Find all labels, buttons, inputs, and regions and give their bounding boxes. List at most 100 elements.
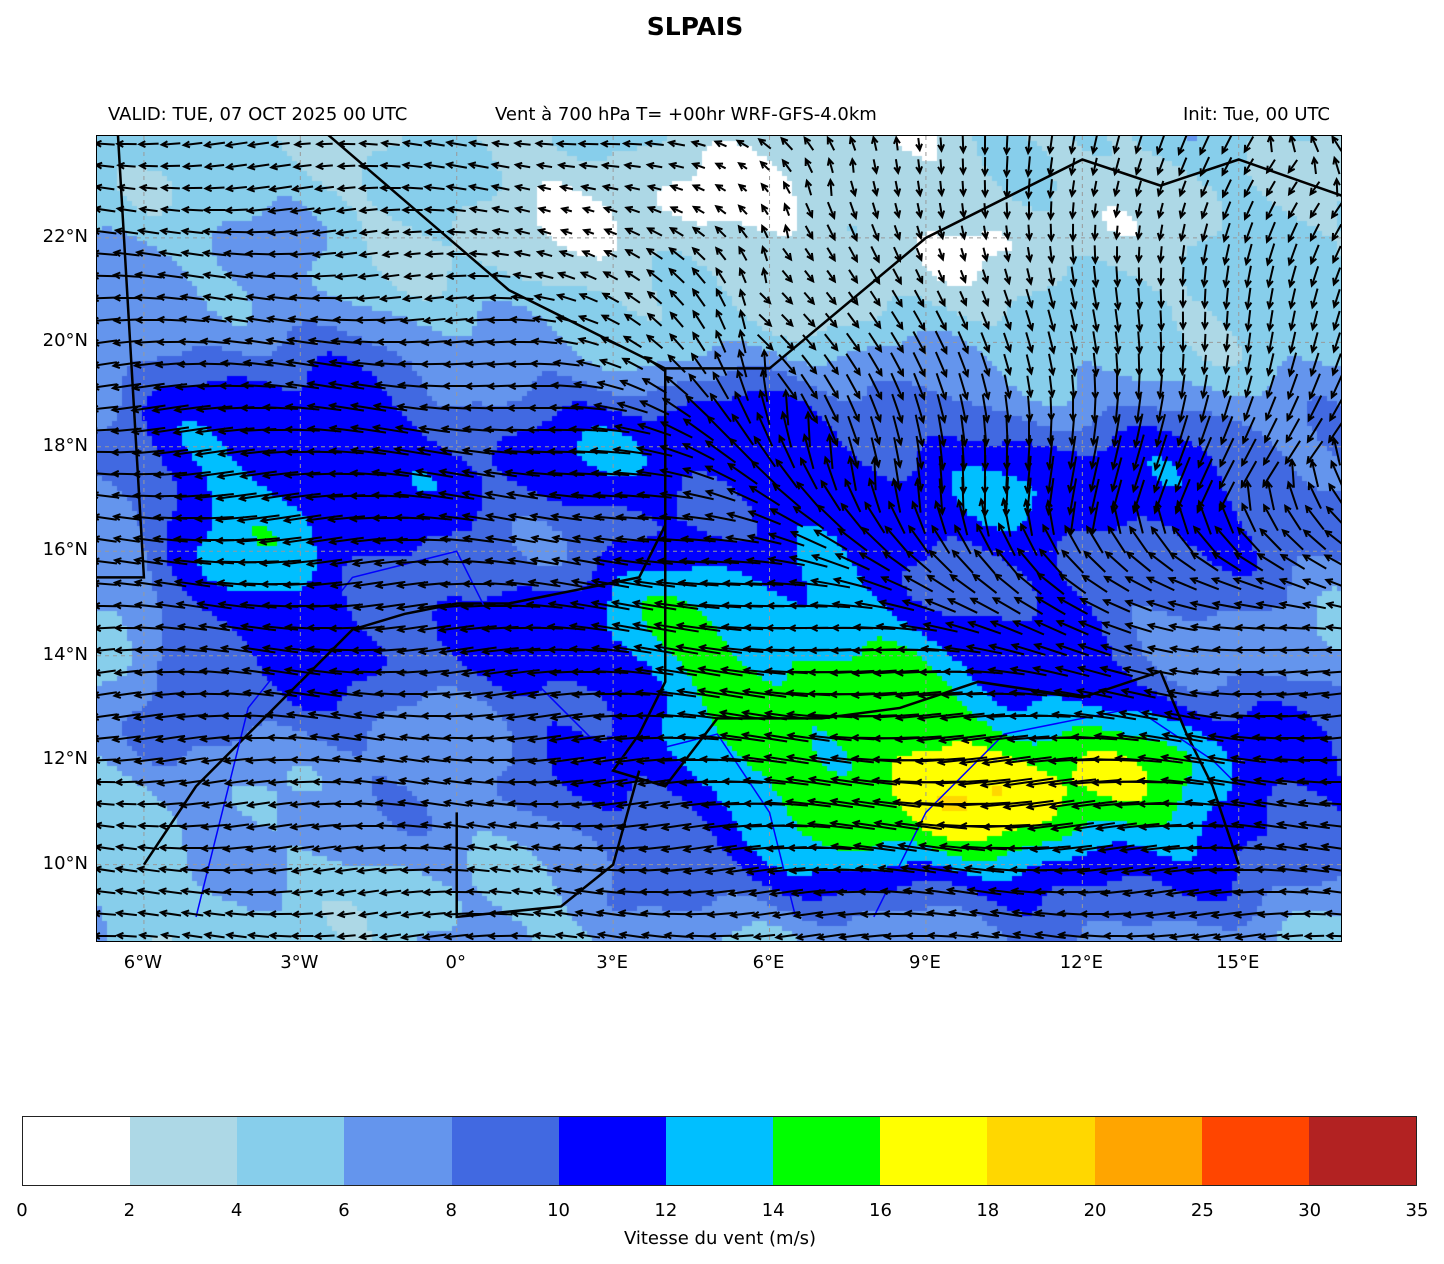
wind-arrow: [421, 865, 447, 874]
wind-arrow: [1256, 623, 1284, 632]
wind-arrow: [763, 709, 809, 720]
wind-arrow: [579, 271, 597, 281]
wind-arrow: [1284, 440, 1301, 466]
wind-arrow: [578, 292, 598, 303]
wind-arrow: [893, 159, 902, 176]
wind-arrow: [1046, 157, 1055, 177]
wind-arrow: [804, 225, 814, 241]
wind-arrow: [507, 338, 536, 346]
wind-arrow: [1154, 500, 1167, 534]
wind-arrow: [766, 579, 806, 587]
wind-arrow: [1331, 136, 1341, 152]
wind-arrow: [775, 458, 799, 489]
wind-arrow: [261, 403, 299, 412]
wind-arrow: [467, 161, 489, 170]
wind-arrow: [678, 557, 718, 566]
wind-arrow: [659, 490, 693, 500]
wind-arrow: [138, 183, 158, 192]
wind-arrow: [201, 249, 227, 258]
wind-arrow: [1241, 502, 1257, 533]
wind-arrow: [826, 136, 836, 151]
wind-arrow: [1073, 710, 1115, 720]
wind-arrow: [1284, 504, 1302, 531]
wind-arrow: [634, 556, 673, 565]
wind-arrow: [870, 455, 879, 491]
wind-arrow: [422, 910, 446, 919]
wind-arrow: [1097, 687, 1135, 699]
wind-arrow: [358, 139, 378, 148]
wind-arrow: [568, 469, 607, 478]
wind-arrow: [353, 711, 383, 719]
wind-arrow: [646, 205, 662, 214]
wind-arrow: [959, 203, 968, 220]
wind-arrow: [1243, 396, 1255, 422]
wind-arrow: [97, 799, 115, 808]
wind-arrow: [335, 228, 357, 237]
wind-arrow: [245, 293, 271, 302]
wind-arrow: [1179, 333, 1187, 354]
wind-arrow: [1161, 845, 1202, 853]
wind-arrow: [1025, 375, 1034, 399]
wind-arrow: [423, 183, 445, 192]
wind-arrow: [111, 513, 141, 521]
wind-arrow: [613, 735, 650, 743]
wind-arrow: [419, 799, 448, 807]
wind-arrow: [441, 690, 471, 699]
wind-arrow: [826, 201, 836, 220]
wind-arrow: [746, 533, 782, 545]
wind-arrow: [112, 249, 140, 258]
wind-arrow: [867, 352, 883, 377]
wind-arrow: [575, 358, 601, 368]
wind-arrow: [114, 887, 138, 896]
wind-arrow: [698, 601, 742, 609]
wind-arrow: [902, 887, 934, 895]
wind-arrow: [445, 272, 467, 281]
wind-arrow: [116, 161, 136, 170]
wind-arrow: [698, 622, 742, 632]
wind-arrow: [944, 621, 980, 634]
wind-arrow: [524, 623, 564, 632]
wind-arrow: [1252, 755, 1288, 763]
wind-arrow: [1056, 596, 1089, 615]
wind-arrow: [244, 249, 272, 258]
wind-arrow: [1287, 159, 1299, 174]
wind-arrow: [639, 400, 670, 416]
wind-arrow: [1121, 889, 1155, 898]
wind-arrow: [264, 358, 296, 368]
wind-arrow: [806, 797, 854, 809]
wind-arrow: [306, 402, 342, 412]
wind-arrow: [97, 361, 118, 369]
wind-arrow: [730, 932, 754, 941]
wind-arrow: [314, 910, 334, 919]
wind-arrow: [485, 799, 515, 808]
wind-arrow: [880, 576, 913, 592]
wind-arrow: [282, 580, 322, 589]
wind-arrow: [756, 411, 774, 447]
wind-arrow: [1002, 777, 1054, 789]
wind-arrow: [1146, 932, 1174, 941]
wind-arrow: [829, 754, 875, 764]
wind-arrow: [311, 294, 337, 302]
wind-arrow: [893, 136, 901, 151]
wind-arrow: [224, 909, 248, 918]
lon-tick-label: 9°E: [909, 952, 941, 973]
wind-arrow: [1190, 667, 1218, 676]
wind-arrow: [721, 777, 763, 786]
wind-arrow: [392, 490, 432, 499]
wind-arrow: [551, 534, 581, 544]
wind-arrow: [459, 625, 497, 634]
wind-arrow: [1325, 932, 1341, 940]
wind-arrow: [202, 206, 226, 214]
wind-arrow: [1068, 136, 1077, 155]
wind-arrow: [582, 228, 595, 236]
wind-arrow: [637, 845, 671, 853]
wind-arrow: [1197, 436, 1213, 469]
wind-arrow: [848, 269, 859, 285]
wind-arrow: [1157, 267, 1165, 287]
wind-arrow: [1309, 244, 1320, 266]
wind-arrow: [349, 402, 387, 412]
wind-arrow: [741, 754, 787, 764]
wind-arrow: [1077, 620, 1111, 636]
wind-arrow: [1306, 440, 1324, 465]
wind-arrow: [289, 822, 315, 831]
